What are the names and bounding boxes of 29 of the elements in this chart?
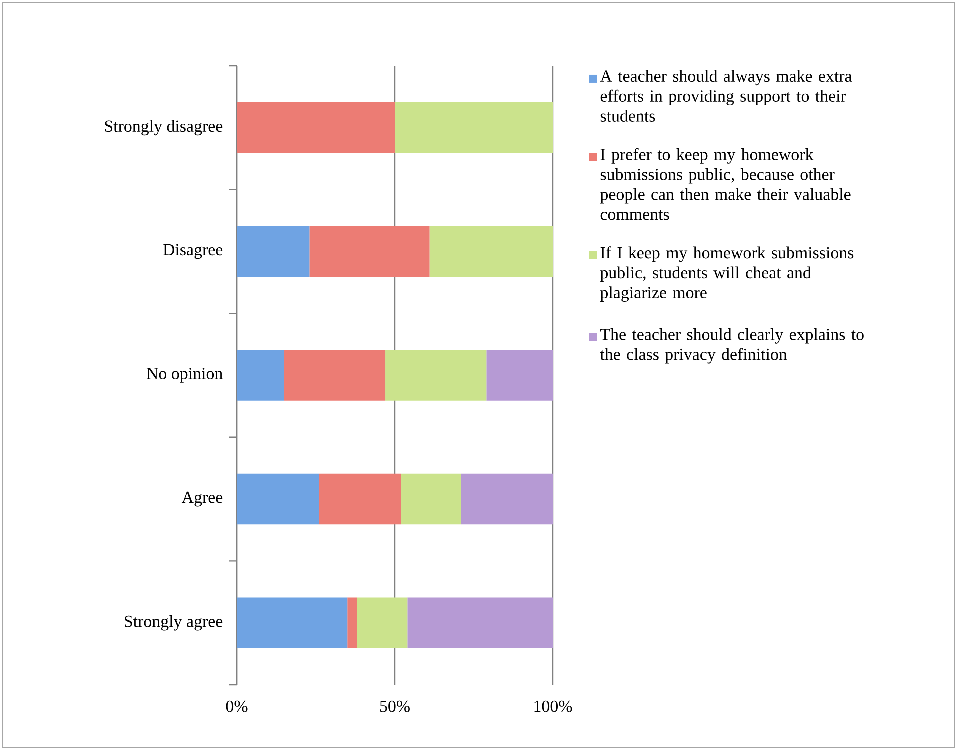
bar: [430, 226, 554, 278]
bar: [395, 102, 554, 154]
y-tick-label: Strongly disagree: [105, 120, 223, 136]
x-tick-label: 50%: [380, 700, 410, 712]
bar: [486, 350, 554, 401]
bar: [386, 350, 487, 401]
y-tick-label: Disagree: [163, 244, 223, 260]
legend-label: A teacher should always make extra efforts in providing support to their students: [600, 70, 852, 122]
bar: [237, 226, 310, 278]
y-tick-label: Strongly agree: [125, 615, 223, 631]
bar: [237, 474, 320, 525]
bar: [319, 474, 402, 525]
bar: [401, 474, 462, 525]
bar: [237, 102, 396, 154]
bar: [237, 598, 348, 648]
bar: [357, 598, 408, 648]
bar: [284, 350, 386, 401]
bar: [237, 350, 284, 401]
bar: [348, 598, 358, 648]
x-tick-label: 0%: [226, 700, 248, 712]
bar: [461, 474, 554, 525]
bar: [310, 226, 430, 278]
legend-label: I prefer to keep my homework submissions public, because other people can then make their valuable comments: [600, 148, 851, 220]
legend-label: The teacher should clearly explains to the class privacy definition: [600, 328, 864, 364]
legend-label: If I keep my homework submissions public, students will cheat and plagiarize more: [600, 246, 854, 302]
x-tick-label: 100%: [534, 700, 572, 712]
y-tick-label: No opinion: [146, 368, 223, 383]
y-tick-label: Agree: [182, 492, 223, 507]
bar: [408, 598, 554, 648]
